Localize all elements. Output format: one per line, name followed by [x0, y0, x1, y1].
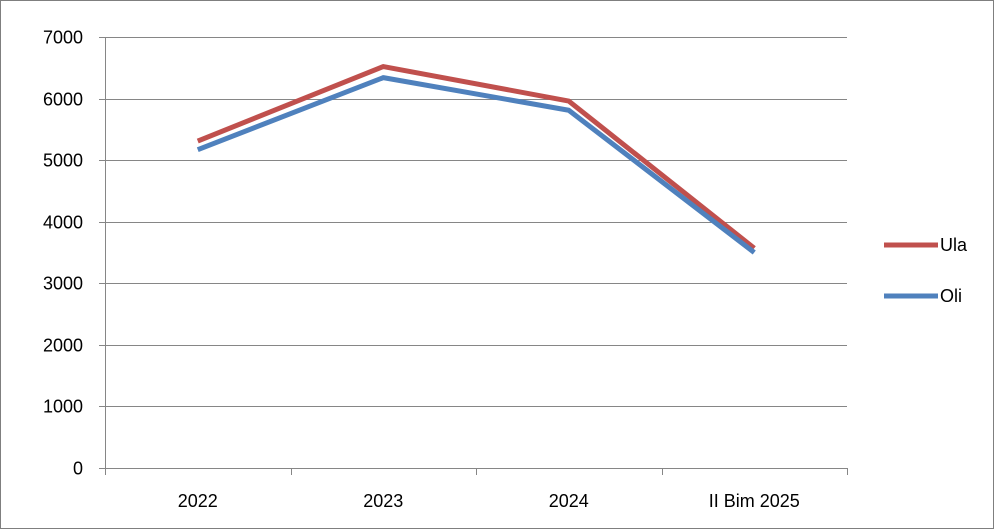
y-tick-label: 6000 — [43, 90, 83, 110]
series-lines — [198, 66, 755, 252]
y-tick-label: 0 — [73, 459, 83, 479]
legend-label-ula: Ula — [940, 235, 968, 255]
y-tick-label: 1000 — [43, 397, 83, 417]
legend: Ula Oli — [884, 235, 968, 306]
x-tick-label: 2022 — [178, 491, 218, 511]
x-tick-label: II Bim 2025 — [709, 491, 800, 511]
y-tick-label: 2000 — [43, 336, 83, 356]
y-tick-label: 4000 — [43, 213, 83, 233]
y-tick-label: 3000 — [43, 274, 83, 294]
legend-label-oli: Oli — [940, 286, 962, 306]
series-line-oli — [198, 78, 755, 253]
y-tick-label: 7000 — [43, 28, 83, 48]
y-tick-labels: 0 1000 2000 3000 4000 5000 6000 7000 — [43, 28, 83, 479]
x-tick-label: 2024 — [549, 491, 589, 511]
axes — [99, 37, 848, 475]
y-tick-label: 5000 — [43, 151, 83, 171]
x-tick-label: 2023 — [363, 491, 403, 511]
x-tick-labels: 2022 2023 2024 II Bim 2025 — [178, 491, 800, 511]
